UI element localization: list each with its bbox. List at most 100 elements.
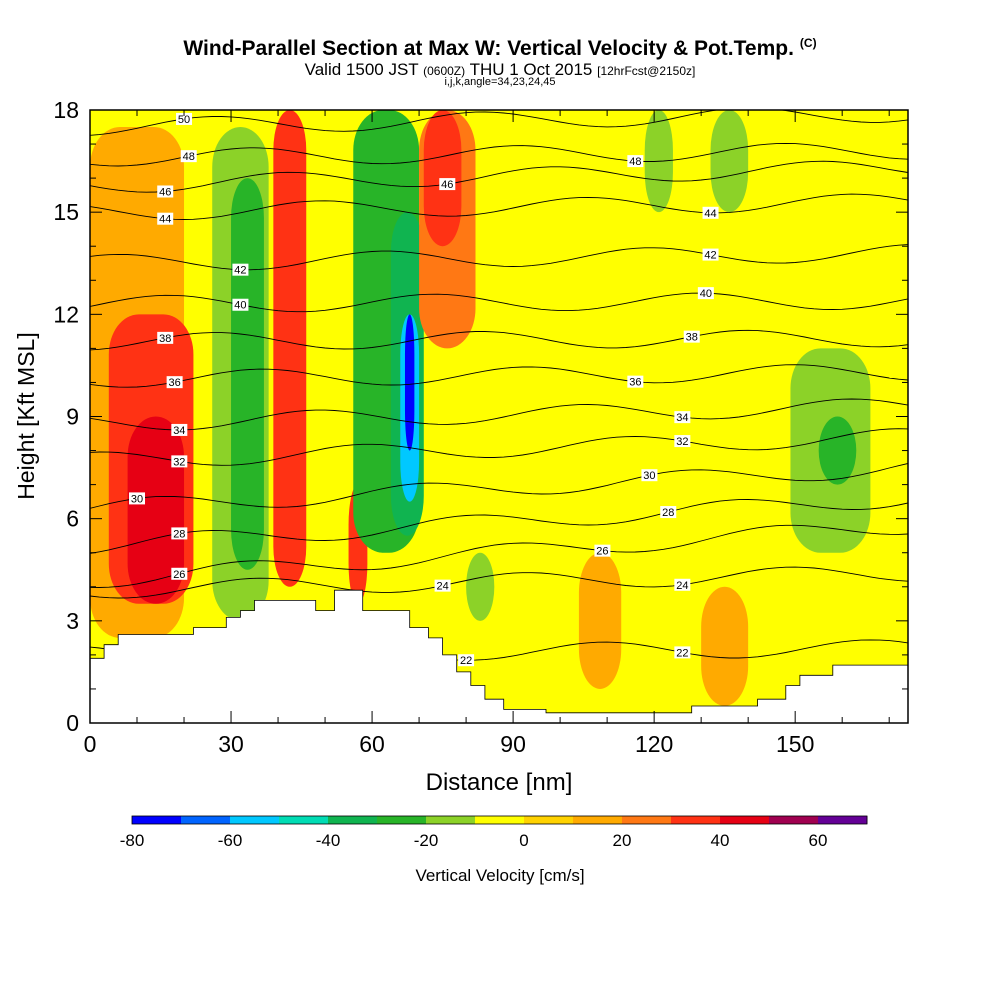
svg-text:38: 38 [686, 332, 698, 344]
x-tick-label: 30 [218, 731, 244, 757]
plot-area: 22 22 24 24 26 26 28 28 30 30 32 32 34 34 36 36 38 38 40 40… [89, 109, 909, 724]
svg-text:40: 40 [234, 300, 246, 312]
isentrope-label: 50 [176, 112, 193, 126]
isentrope-label: 24 [434, 579, 451, 593]
colorbar-swatch [573, 816, 623, 824]
isentrope-label: 42 [702, 248, 719, 262]
colorbar-swatch [720, 816, 770, 824]
isentrope-label: 32 [674, 435, 691, 448]
svg-text:36: 36 [629, 377, 641, 389]
velocity-cell [127, 416, 185, 604]
colorbar: -80 -60 -40 -20 0 20 40 60 [120, 815, 868, 850]
isentrope-label: 44 [157, 212, 174, 226]
colorbar-swatch [181, 816, 231, 824]
isentrope-label: 48 [180, 150, 197, 163]
isentrope-label: 46 [157, 185, 174, 198]
svg-text:48: 48 [183, 151, 195, 163]
svg-text:28: 28 [662, 507, 674, 519]
colorbar-swatch [132, 816, 182, 824]
isentrope-label: 28 [171, 527, 188, 540]
isentrope-line [90, 329, 908, 351]
isentrope-label: 36 [627, 375, 644, 389]
velocity-field [90, 110, 871, 706]
svg-text:48: 48 [629, 156, 641, 168]
colorbar-tick-label: 20 [613, 831, 632, 850]
svg-text:30: 30 [643, 470, 655, 482]
svg-text:32: 32 [173, 456, 185, 468]
velocity-cell [273, 110, 307, 587]
colorbar-tick-label: -60 [218, 831, 243, 850]
svg-text:24: 24 [436, 581, 448, 593]
svg-text:38: 38 [159, 333, 171, 345]
isentrope-line [90, 524, 908, 588]
y-tick-label: 12 [53, 301, 79, 327]
isentrope-label: 22 [674, 646, 691, 659]
isentrope-label: 38 [157, 331, 174, 345]
colorbar-frame [131, 815, 868, 825]
colorbar-swatch [818, 816, 868, 824]
x-tick-label: 60 [359, 731, 385, 757]
y-axis-label: Height [Kft MSL] [13, 332, 39, 499]
svg-text:44: 44 [704, 208, 716, 220]
isentrope-label: 24 [674, 578, 691, 592]
isentrope-label: 44 [702, 206, 719, 220]
colorbar-label: Vertical Velocity [cm/s] [415, 866, 584, 885]
isentrope-label: 34 [171, 423, 188, 437]
svg-text:32: 32 [676, 436, 688, 448]
colorbar-swatch [279, 816, 329, 824]
isentrope-label: 46 [439, 178, 456, 191]
svg-text:28: 28 [173, 528, 185, 540]
valid-prefix: Valid 1500 JST [304, 60, 419, 79]
isentrope-lines [90, 110, 908, 663]
svg-text:24: 24 [676, 580, 688, 592]
isentrope-line [90, 292, 908, 313]
valid-utc: (0600Z) [423, 64, 466, 78]
chart-title: Wind-Parallel Section at Max W: Vertical… [0, 36, 1000, 61]
svg-text:26: 26 [596, 546, 608, 558]
colorbar-tick-label: -80 [120, 831, 145, 850]
isentrope-line [90, 110, 908, 136]
isentrope-label: 32 [171, 455, 188, 468]
y-tick-label: 0 [66, 710, 79, 736]
isentrope-label: 38 [683, 330, 700, 344]
colorbar-swatch [769, 816, 819, 824]
y-tick-label: 15 [53, 199, 79, 225]
x-tick-label: 150 [776, 731, 814, 757]
isentrope-line [90, 244, 908, 271]
svg-text:26: 26 [173, 569, 185, 581]
svg-text:46: 46 [441, 179, 453, 191]
svg-text:30: 30 [131, 493, 143, 505]
isentrope-label: 42 [232, 263, 249, 277]
svg-text:34: 34 [173, 425, 185, 437]
velocity-cell [701, 586, 749, 706]
svg-text:34: 34 [676, 412, 688, 424]
svg-text:46: 46 [159, 186, 171, 198]
forecast-tag: [12hrFcst@2150z] [597, 64, 696, 78]
isentrope-line [90, 499, 908, 554]
x-axis: 0 30 60 90 120 150 [84, 110, 890, 757]
x-tick-label: 90 [500, 731, 526, 757]
colorbar-swatch [328, 816, 378, 824]
velocity-cell [818, 416, 857, 485]
isentrope-line [90, 364, 908, 388]
colorbar-swatch [524, 816, 574, 824]
velocity-cell [404, 314, 415, 451]
y-tick-label: 6 [66, 506, 79, 532]
isentrope-line [90, 463, 908, 509]
colorbar-tick-label: -40 [316, 831, 341, 850]
chart-indices: i,j,k,angle=34,23,24,45 [444, 76, 556, 88]
isentrope-label: 22 [458, 654, 475, 667]
svg-text:22: 22 [676, 647, 688, 659]
colorbar-swatch [475, 816, 525, 824]
velocity-cell [466, 552, 495, 621]
isentrope-label: 26 [594, 544, 611, 558]
isentrope-line [90, 398, 908, 431]
isentrope-label: 40 [232, 298, 249, 312]
y-tick-label: 18 [53, 97, 79, 123]
svg-text:42: 42 [704, 250, 716, 262]
svg-text:50: 50 [178, 114, 190, 126]
isentrope-label: 28 [660, 506, 677, 519]
valid-date: THU 1 Oct 2015 [469, 60, 593, 79]
